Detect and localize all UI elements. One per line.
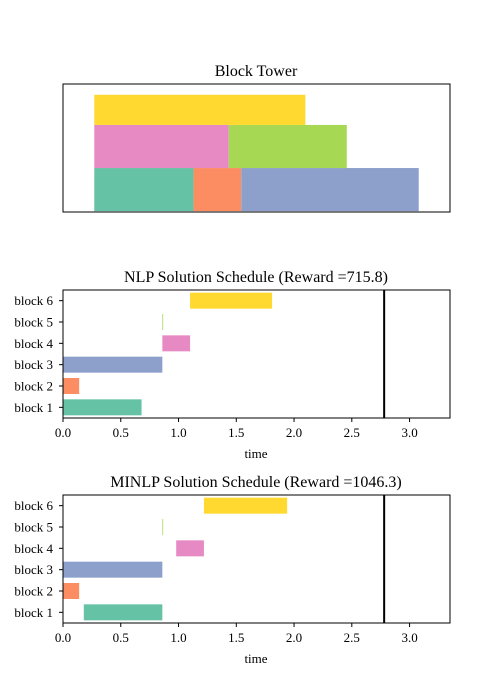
nlp-x-tick-label: 3.0 — [401, 425, 417, 440]
minlp-x-tick-label: 3.0 — [401, 630, 417, 645]
minlp-y-tick-label: block 6 — [14, 498, 53, 513]
minlp-x-tick-label: 1.0 — [170, 630, 186, 645]
nlp-x-ticks: 0.0 0.5 1.0 1.5 2.0 2.5 3.0 — [55, 418, 418, 440]
minlp-x-axis-label: time — [244, 651, 267, 666]
minlp-x-ticks: 0.0 0.5 1.0 1.5 2.0 2.5 3.0 — [55, 623, 418, 645]
tower-block-6 — [94, 94, 306, 125]
minlp-y-tick-label: block 2 — [14, 584, 53, 599]
block-tower-frame — [62, 83, 451, 213]
minlp-y-tick-label: block 3 — [14, 562, 53, 577]
minlp-bar-block-3 — [63, 561, 163, 578]
minlp-x-tick-label: 2.0 — [286, 630, 302, 645]
nlp-bar-block-4 — [162, 335, 191, 352]
nlp-bar-block-2 — [63, 378, 80, 394]
nlp-bar-block-6 — [190, 292, 273, 309]
nlp-bar-block-1 — [63, 399, 142, 416]
minlp-schedule-title: MINLP Solution Schedule (Reward =1046.3) — [110, 474, 402, 491]
minlp-bars — [63, 495, 386, 623]
block-tower-title: Block Tower — [215, 63, 298, 80]
nlp-x-tick-label: 0.0 — [55, 425, 71, 440]
minlp-bar-block-5 — [162, 519, 164, 535]
tower-block-2 — [193, 168, 242, 212]
nlp-x-tick-label: 0.5 — [113, 425, 129, 440]
minlp-schedule-panel: MINLP Solution Schedule (Reward =1046.3)… — [14, 474, 451, 666]
nlp-y-tick-label: block 6 — [14, 293, 53, 308]
block-tower-panel: Block Tower — [62, 63, 451, 213]
minlp-x-tick-label: 0.5 — [113, 630, 129, 645]
minlp-y-tick-label: block 5 — [14, 520, 53, 535]
tower-block-4 — [94, 124, 229, 169]
nlp-schedule-panel: NLP Solution Schedule (Reward =715.8) bl… — [14, 269, 451, 461]
minlp-x-tick-label: 2.5 — [344, 630, 360, 645]
nlp-y-tick-label: block 5 — [14, 315, 53, 330]
nlp-y-tick-label: block 4 — [14, 336, 53, 351]
minlp-plot-frame — [62, 494, 451, 624]
minlp-bar-block-4 — [176, 540, 204, 557]
nlp-x-tick-label: 2.5 — [344, 425, 360, 440]
nlp-bars — [63, 290, 386, 418]
nlp-schedule-title: NLP Solution Schedule (Reward =715.8) — [124, 269, 388, 286]
nlp-y-tick-label: block 3 — [14, 357, 53, 372]
nlp-x-tick-label: 1.5 — [228, 425, 244, 440]
minlp-x-tick-label: 0.0 — [55, 630, 71, 645]
nlp-bar-block-3 — [63, 356, 163, 373]
tower-block-1 — [94, 168, 194, 212]
nlp-x-tick-label: 1.0 — [170, 425, 186, 440]
nlp-bar-block-5 — [162, 314, 164, 330]
nlp-y-tick-label: block 2 — [14, 379, 53, 394]
minlp-bar-block-1 — [83, 604, 163, 621]
nlp-plot-frame — [62, 289, 451, 419]
nlp-y-tick-label: block 1 — [14, 400, 53, 415]
minlp-bar-block-2 — [63, 583, 80, 599]
nlp-x-tick-label: 2.0 — [286, 425, 302, 440]
nlp-x-axis-label: time — [244, 446, 267, 461]
minlp-y-tick-label: block 1 — [14, 605, 53, 620]
nlp-y-ticks: block 1 block 2 block 3 block 4 block 5 block… — [14, 293, 63, 415]
tower-blocks — [94, 94, 419, 212]
minlp-bar-block-6 — [203, 497, 288, 514]
minlp-y-ticks: block 1 block 2 block 3 block 4 block 5 block… — [14, 498, 63, 620]
tower-block-3 — [241, 168, 419, 212]
minlp-y-tick-label: block 4 — [14, 541, 53, 556]
minlp-x-tick-label: 1.5 — [228, 630, 244, 645]
tower-block-5 — [228, 124, 347, 169]
